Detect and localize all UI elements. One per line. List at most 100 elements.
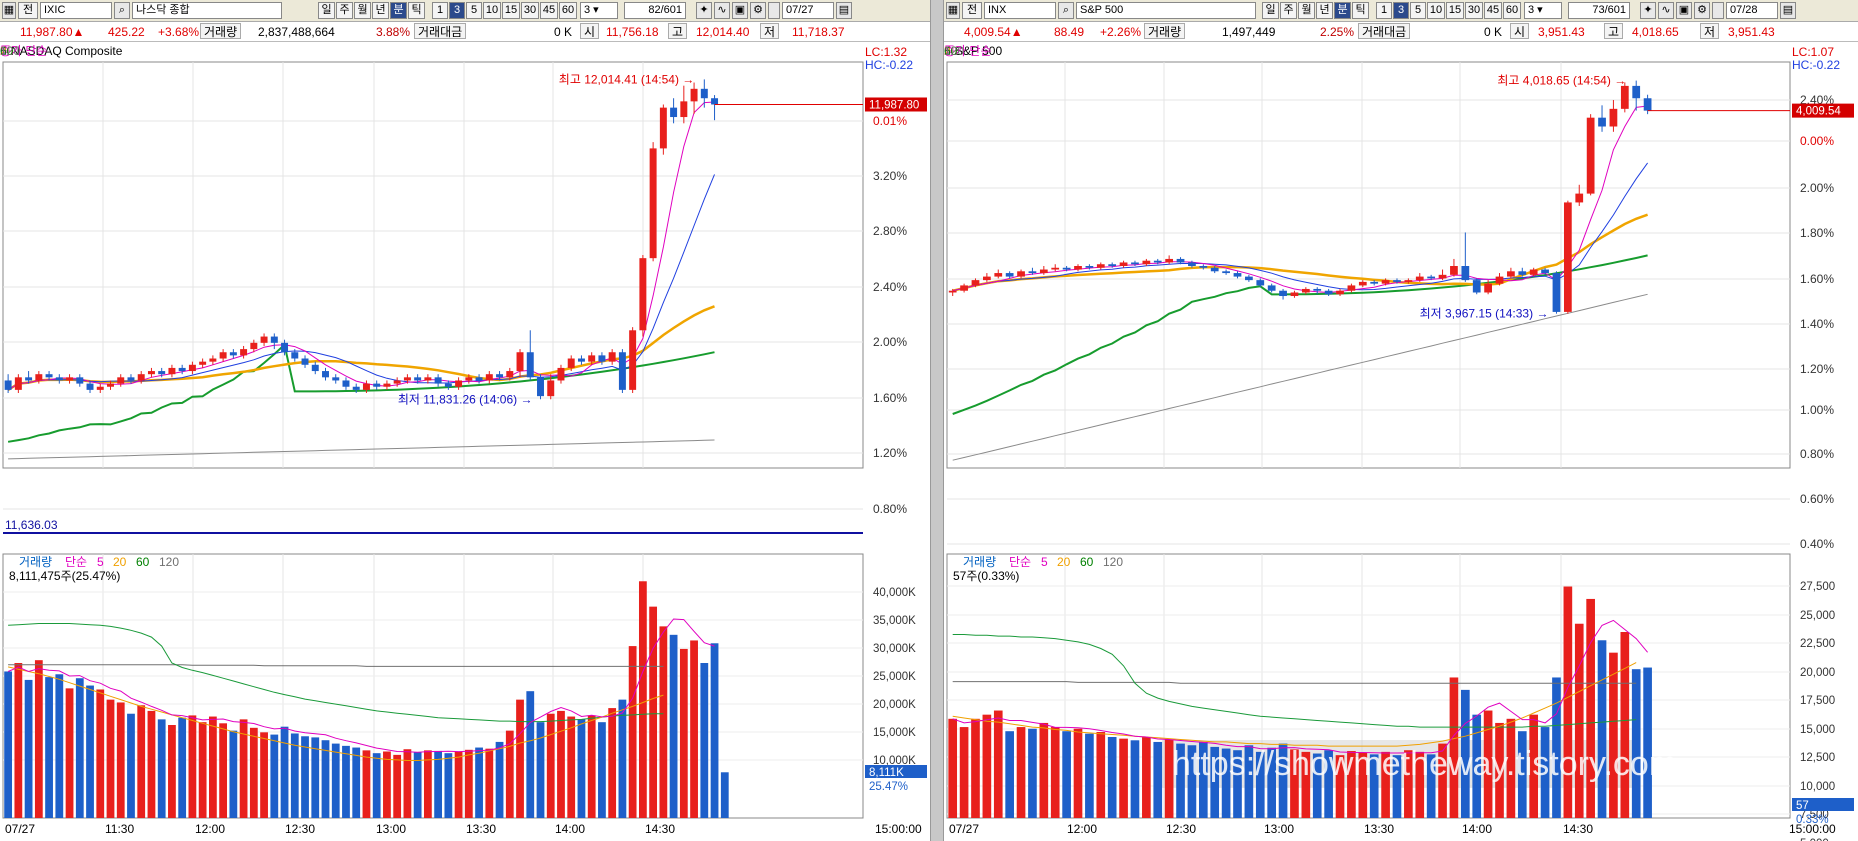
- x-tick-label: 07/27: [949, 822, 979, 836]
- volume-bar: [65, 688, 74, 818]
- interval-1-button[interactable]: 1: [432, 2, 448, 19]
- period-week-button[interactable]: 주: [336, 2, 353, 19]
- high-annotation: 최고 12,014.41 (14:54) →: [559, 72, 695, 86]
- candle-body: [168, 367, 176, 375]
- symbol-name-field[interactable]: 나스닥 종합: [132, 2, 282, 19]
- date-field[interactable]: 07/28: [1726, 2, 1778, 19]
- pane-splitter[interactable]: [930, 0, 944, 841]
- volume-bar: [96, 689, 105, 818]
- low-label: 저: [760, 23, 780, 39]
- symbol-input[interactable]: INX: [984, 2, 1056, 19]
- candle-body: [960, 285, 968, 291]
- candle-body: [516, 352, 524, 372]
- volume-bar: [1392, 755, 1402, 818]
- interval-60-button[interactable]: 60: [1503, 2, 1521, 19]
- calendar-icon[interactable]: ▤: [1780, 2, 1796, 19]
- market-type-button[interactable]: 전: [18, 2, 38, 19]
- bar-count-field[interactable]: 73/601: [1568, 2, 1630, 19]
- volume-bar: [55, 674, 64, 818]
- market-type-button[interactable]: 전: [962, 2, 982, 19]
- indicator-icon[interactable]: ∿: [714, 2, 730, 19]
- price-volume-chart[interactable]: 07/27 11:30 12:00 12:30 13:00 13:30 14:00 14:30…: [0, 42, 930, 841]
- symbol-name-field[interactable]: S&P 500: [1076, 2, 1256, 19]
- volume-bar: [1540, 727, 1550, 818]
- indicator-icon[interactable]: ∿: [1658, 2, 1674, 19]
- volume-ma60-line: [8, 623, 664, 723]
- period-month-button[interactable]: 월: [1298, 2, 1315, 19]
- period-day-button[interactable]: 일: [1262, 2, 1279, 19]
- period-month-button[interactable]: 월: [354, 2, 371, 19]
- price-plot-frame: [946, 61, 1791, 469]
- interval-10-button[interactable]: 10: [483, 2, 501, 19]
- symbol-input[interactable]: IXIC: [40, 2, 112, 19]
- volume-bar: [116, 702, 125, 818]
- settings-icon[interactable]: ⚙: [750, 2, 766, 19]
- menu-icon[interactable]: ▦: [946, 2, 960, 19]
- search-icon[interactable]: ⌕: [1058, 2, 1074, 19]
- interval-3-button[interactable]: 3: [1393, 2, 1409, 19]
- price-ma120-line: [8, 439, 715, 460]
- candle-body: [1404, 280, 1413, 282]
- volume-bar: [959, 727, 969, 818]
- checkbox-icon[interactable]: [1712, 2, 1724, 19]
- interval-3-button[interactable]: 3: [449, 2, 465, 19]
- price-volume-chart[interactable]: 07/27 12:00 12:30 13:00 13:30 14:00 14:30 15:00…: [944, 42, 1858, 841]
- cursor-icon[interactable]: ✦: [1640, 2, 1656, 19]
- quote-bar: 4,009.54▲ 88.49 +2.26% 거래량 1,497,449 2.2…: [944, 22, 1858, 42]
- price-level-label: 11,636.03: [5, 518, 58, 532]
- volume-bar: [290, 733, 299, 818]
- interval-10-button[interactable]: 10: [1427, 2, 1445, 19]
- period-minute-button[interactable]: 분: [390, 2, 407, 19]
- volume-bar: [4, 671, 13, 818]
- price-ma120-line: [952, 293, 1648, 461]
- checkbox-icon[interactable]: [768, 2, 780, 19]
- period-tick-button[interactable]: 틱: [408, 2, 425, 19]
- volume-bar: [679, 648, 688, 818]
- volume-ma-period-60: 60: [136, 555, 150, 569]
- period-year-button[interactable]: 년: [372, 2, 389, 19]
- custom-interval-select[interactable]: 3 ▾: [580, 2, 618, 19]
- candle-body: [1313, 288, 1322, 291]
- interval-5-button[interactable]: 5: [1410, 2, 1426, 19]
- x-tick-label: 13:30: [466, 822, 496, 836]
- cursor-icon[interactable]: ✦: [696, 2, 712, 19]
- period-day-button[interactable]: 일: [318, 2, 335, 19]
- candle-body: [107, 383, 114, 387]
- volume-bar: [495, 741, 504, 818]
- y-tick-label: 1.60%: [1800, 272, 1834, 286]
- calendar-icon[interactable]: ▤: [836, 2, 852, 19]
- search-icon[interactable]: ⌕: [114, 2, 130, 19]
- volume-ma-period-20: 20: [113, 555, 127, 569]
- volume-y-tick-label: 20,000: [1800, 667, 1835, 679]
- bar-count-field[interactable]: 82/601: [624, 2, 686, 19]
- interval-15-button[interactable]: 15: [1446, 2, 1464, 19]
- chart-toolbar: ▦ 전 IXIC ⌕ 나스닥 종합 일 주 월 년 분 틱 1 3 5 10 1…: [0, 0, 930, 22]
- interval-60-button[interactable]: 60: [559, 2, 577, 19]
- interval-30-button[interactable]: 30: [521, 2, 539, 19]
- volume-label: 거래량: [1144, 23, 1186, 39]
- period-year-button[interactable]: 년: [1316, 2, 1333, 19]
- period-tick-button[interactable]: 틱: [1352, 2, 1369, 19]
- interval-45-button[interactable]: 45: [1484, 2, 1502, 19]
- interval-45-button[interactable]: 45: [540, 2, 558, 19]
- period-minute-button[interactable]: 분: [1334, 2, 1351, 19]
- candle-body: [1541, 269, 1549, 274]
- volume-bar: [1609, 652, 1618, 818]
- interval-30-button[interactable]: 30: [1465, 2, 1483, 19]
- date-field[interactable]: 07/27: [782, 2, 834, 19]
- interval-5-button[interactable]: 5: [466, 2, 482, 19]
- settings-icon[interactable]: ⚙: [1694, 2, 1710, 19]
- save-icon[interactable]: ▣: [1676, 2, 1692, 19]
- save-icon[interactable]: ▣: [732, 2, 748, 19]
- period-week-button[interactable]: 주: [1280, 2, 1297, 19]
- volume-bar: [1586, 598, 1595, 818]
- candle-body: [1609, 108, 1618, 127]
- interval-15-button[interactable]: 15: [502, 2, 520, 19]
- interval-1-button[interactable]: 1: [1376, 2, 1392, 19]
- candle-body: [1336, 290, 1344, 295]
- custom-interval-select[interactable]: 3 ▾: [1524, 2, 1562, 19]
- high-value: 12,014.40: [696, 25, 750, 39]
- x-tick-label: 12:00: [1067, 822, 1097, 836]
- menu-icon[interactable]: ▦: [2, 2, 16, 19]
- volume-bar: [1529, 714, 1539, 818]
